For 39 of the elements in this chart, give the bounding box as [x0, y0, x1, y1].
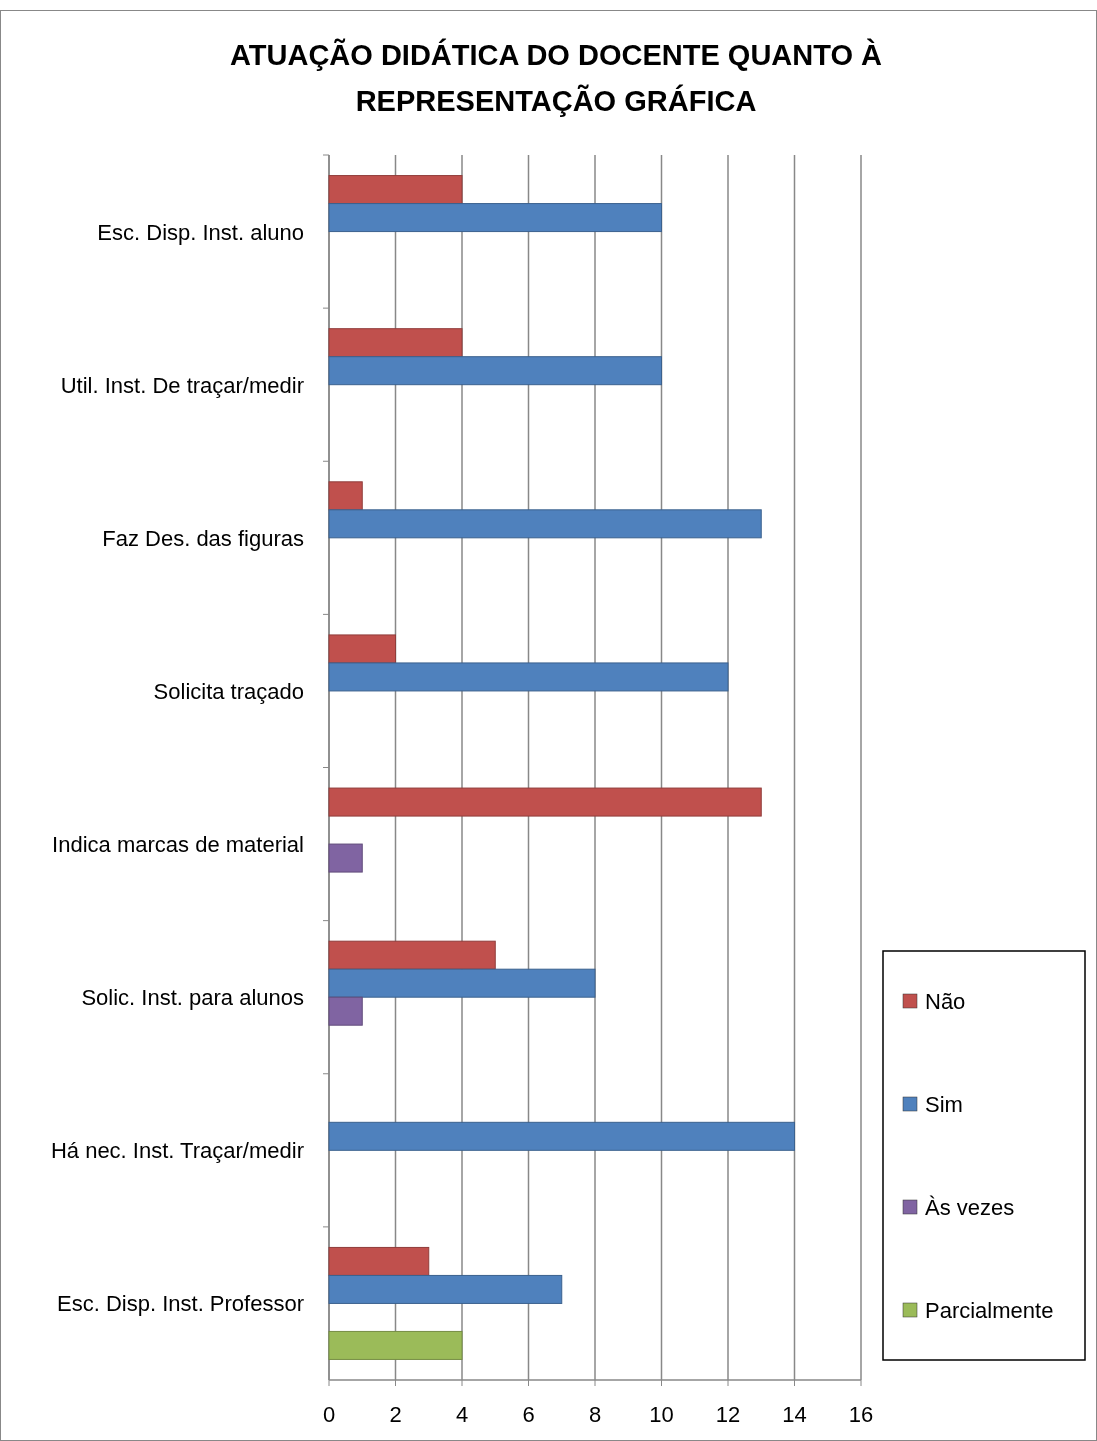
x-tick-label: 2	[389, 1402, 402, 1427]
y-tick-label: Indica marcas de material	[52, 832, 304, 858]
bar	[328, 996, 363, 1026]
bar	[328, 356, 662, 386]
bar	[328, 1274, 563, 1304]
bar	[328, 634, 396, 664]
bar	[328, 968, 596, 998]
y-tick-label: Solicita traçado	[153, 678, 304, 704]
y-tick-label: Util. Inst. De traçar/medir	[60, 372, 304, 398]
bar	[328, 1121, 795, 1151]
y-tick-label: Esc. Disp. Inst. Professor	[57, 1291, 304, 1317]
y-tick-label: Faz Des. das figuras	[102, 525, 304, 551]
legend-label: Parcialmente	[925, 1298, 1054, 1323]
bar	[328, 203, 662, 233]
x-tick-label: 8	[588, 1402, 602, 1427]
chart-title: ATUAÇÃO DIDÁTICA DO DOCENTE QUANTO À REPRESENTAÇÃO GRÁFICA	[230, 38, 883, 117]
x-tick-label: 12	[715, 1402, 741, 1427]
legend-label: Às vezes	[925, 1195, 1015, 1220]
bar	[328, 940, 496, 970]
x-tick-label: 10	[649, 1402, 674, 1427]
bar	[328, 1330, 463, 1360]
bar	[328, 662, 729, 692]
bar	[328, 509, 762, 539]
y-tick-label: Há nec. Inst. Traçar/medir	[50, 1138, 304, 1164]
legend-label: Sim	[925, 1092, 963, 1117]
x-tick-label: 0	[322, 1402, 336, 1427]
x-tick-label: 4	[455, 1402, 469, 1427]
legend-label: Não	[925, 989, 966, 1014]
bar	[328, 328, 463, 358]
y-tick-label: Esc. Disp. Inst. aluno	[97, 219, 304, 245]
bar	[328, 1246, 430, 1276]
x-tick-label: 16	[848, 1402, 874, 1427]
x-tick-label: 14	[782, 1402, 807, 1427]
bar	[328, 481, 363, 511]
bar	[328, 175, 463, 205]
bar	[328, 787, 762, 817]
x-tick-label: 6	[522, 1402, 535, 1427]
y-tick-label: Solic. Inst. para alunos	[81, 985, 304, 1011]
bar	[328, 843, 363, 873]
